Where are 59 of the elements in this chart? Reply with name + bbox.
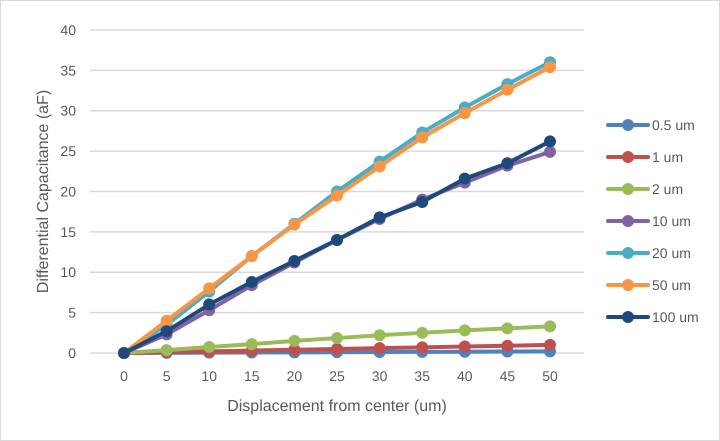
legend-label: 2 um (652, 180, 684, 197)
point (288, 334, 300, 347)
x-tick-label: 5 (162, 368, 171, 384)
point (203, 298, 216, 311)
y-axis-title: Differential Capacitance (aF) (35, 90, 52, 294)
point (544, 146, 556, 158)
point (501, 157, 514, 170)
legend-label: 100 um (652, 308, 699, 325)
x-tick-label: 45 (500, 368, 516, 384)
x-tick-label: 15 (244, 368, 260, 384)
point (458, 324, 471, 336)
point (501, 340, 514, 352)
y-tick-label: 40 (60, 22, 76, 38)
point (246, 338, 258, 350)
point (501, 322, 514, 334)
y-tick-label: 25 (60, 143, 76, 160)
point (374, 342, 386, 354)
y-tick-label: 20 (60, 183, 76, 200)
point (501, 84, 514, 96)
x-tick-label: 40 (457, 368, 473, 384)
point (544, 320, 556, 332)
point (331, 342, 343, 355)
point (544, 338, 556, 351)
point (160, 325, 173, 338)
point (416, 341, 428, 354)
legend-label: 20 um (652, 244, 691, 261)
point (458, 340, 471, 353)
point (246, 276, 258, 288)
x-tick-label: 25 (329, 368, 345, 384)
y-tick-label: 10 (60, 264, 76, 280)
legend-label: 1 um (652, 148, 684, 165)
point (458, 107, 471, 120)
point (416, 326, 428, 339)
point (331, 190, 343, 202)
x-tick-label: 10 (201, 368, 218, 384)
y-tick-label: 35 (60, 62, 76, 78)
x-tick-label: 35 (414, 368, 430, 384)
y-tick-label: 0 (68, 344, 76, 361)
point (458, 172, 471, 185)
point (203, 340, 216, 353)
x-tick-label: 30 (372, 368, 388, 384)
point (160, 314, 173, 327)
point (544, 135, 556, 148)
point (374, 329, 386, 342)
legend-label: 10 um (652, 212, 691, 229)
y-tick-label: 5 (68, 304, 76, 321)
y-tick-label: 15 (60, 224, 76, 240)
x-axis-title: Displacement from center (um) (227, 398, 447, 415)
legend-label: 50 um (652, 276, 691, 293)
legend-label: 0.5 um (652, 116, 695, 133)
x-tick-label: 20 (286, 368, 302, 384)
x-tick-label: 50 (542, 368, 558, 384)
x-tick-label: 0 (120, 368, 128, 384)
point (416, 131, 428, 144)
point (203, 282, 216, 294)
point (331, 332, 343, 344)
point (374, 160, 386, 172)
point (544, 61, 556, 74)
y-tick-label: 30 (60, 102, 76, 119)
